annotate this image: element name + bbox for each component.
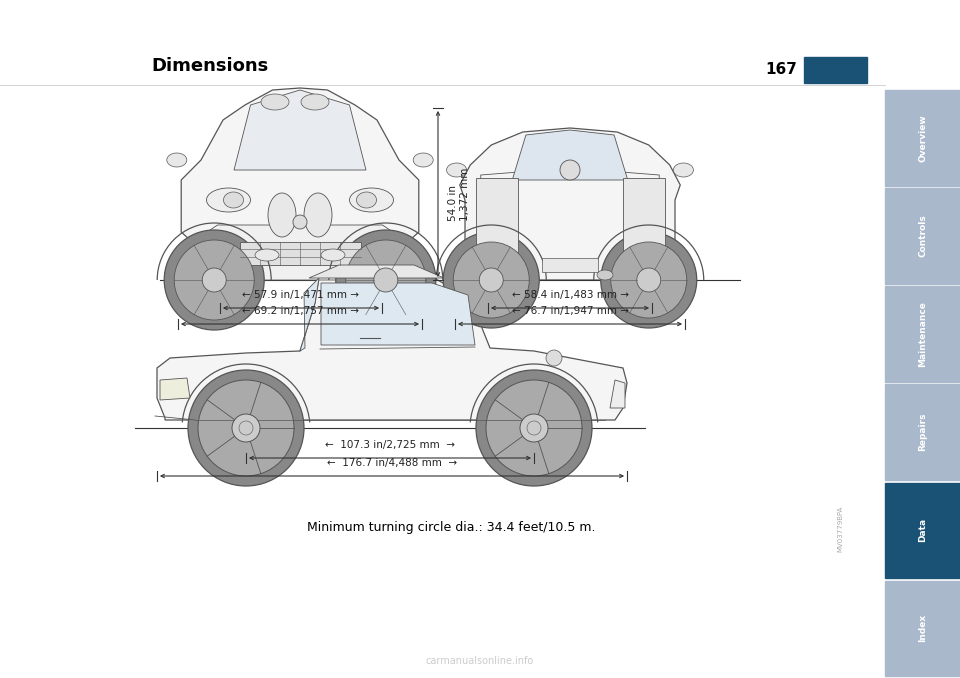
Polygon shape [460,128,681,280]
Bar [885,286,960,382]
Text: Maintenance: Maintenance [918,301,927,367]
Ellipse shape [373,268,397,292]
Ellipse shape [446,163,467,177]
Ellipse shape [527,421,541,435]
Ellipse shape [444,232,540,328]
Ellipse shape [546,350,562,366]
Polygon shape [300,278,319,351]
Ellipse shape [611,242,686,318]
Ellipse shape [486,380,582,476]
Ellipse shape [479,268,503,292]
Text: Overview: Overview [918,114,927,162]
Polygon shape [475,178,517,252]
Ellipse shape [232,414,260,442]
Text: 167: 167 [765,62,797,77]
Ellipse shape [356,192,376,208]
Ellipse shape [255,249,279,261]
Ellipse shape [206,188,251,212]
Polygon shape [196,225,404,280]
Polygon shape [542,258,598,272]
Text: Minimum turning circle dia.: 34.4 feet/10.5 m.: Minimum turning circle dia.: 34.4 feet/1… [307,521,595,534]
Ellipse shape [336,230,436,330]
Text: ←  107.3 in/2,725 mm  →: ← 107.3 in/2,725 mm → [325,440,455,450]
Ellipse shape [476,370,592,486]
Bar [885,580,960,676]
Ellipse shape [239,421,253,435]
Text: Controls: Controls [918,214,927,258]
Text: ← 58.4 in/1,483 mm →: ← 58.4 in/1,483 mm → [512,290,629,300]
Ellipse shape [261,94,289,110]
Polygon shape [321,283,475,345]
Ellipse shape [413,153,433,167]
Ellipse shape [346,240,426,320]
Polygon shape [610,380,625,408]
Ellipse shape [349,188,394,212]
Ellipse shape [203,268,227,292]
Text: ← 57.9 in/1,471 mm →: ← 57.9 in/1,471 mm → [243,290,359,300]
Ellipse shape [301,94,329,110]
Text: ← 69.2 in/1,757 mm →: ← 69.2 in/1,757 mm → [242,306,358,316]
Ellipse shape [453,242,529,318]
Text: MV03779BPA: MV03779BPA [837,506,843,552]
Ellipse shape [293,215,307,229]
Bar [885,188,960,283]
Ellipse shape [601,232,697,328]
Bar [885,384,960,480]
Polygon shape [234,90,366,170]
Ellipse shape [164,230,264,330]
Text: carmanualsonline.info: carmanualsonline.info [426,656,534,666]
Text: Data: Data [918,518,927,542]
Ellipse shape [167,153,187,167]
Text: Index: Index [918,614,927,642]
Bar [885,483,960,578]
Ellipse shape [198,380,294,476]
Ellipse shape [268,193,296,237]
Polygon shape [239,242,361,265]
Ellipse shape [673,163,693,177]
Ellipse shape [321,249,345,261]
Bar [885,90,960,186]
Polygon shape [309,265,444,278]
Bar [804,57,867,83]
Ellipse shape [597,270,613,280]
Ellipse shape [224,192,244,208]
Polygon shape [513,130,628,180]
Ellipse shape [520,414,548,442]
Polygon shape [157,278,627,420]
Text: Dimensions: Dimensions [152,58,269,75]
Ellipse shape [636,268,660,292]
Ellipse shape [304,193,332,237]
Polygon shape [160,378,190,400]
Text: Repairs: Repairs [918,413,927,452]
Text: 54.0 in
1,372 mm: 54.0 in 1,372 mm [448,167,469,220]
Ellipse shape [560,160,580,180]
Polygon shape [622,178,664,252]
Text: ←  176.7 in/4,488 mm  →: ← 176.7 in/4,488 mm → [327,458,457,468]
Ellipse shape [188,370,304,486]
Ellipse shape [174,240,254,320]
Polygon shape [181,88,419,280]
Text: ← 76.7 in/1,947 mm →: ← 76.7 in/1,947 mm → [512,306,629,316]
